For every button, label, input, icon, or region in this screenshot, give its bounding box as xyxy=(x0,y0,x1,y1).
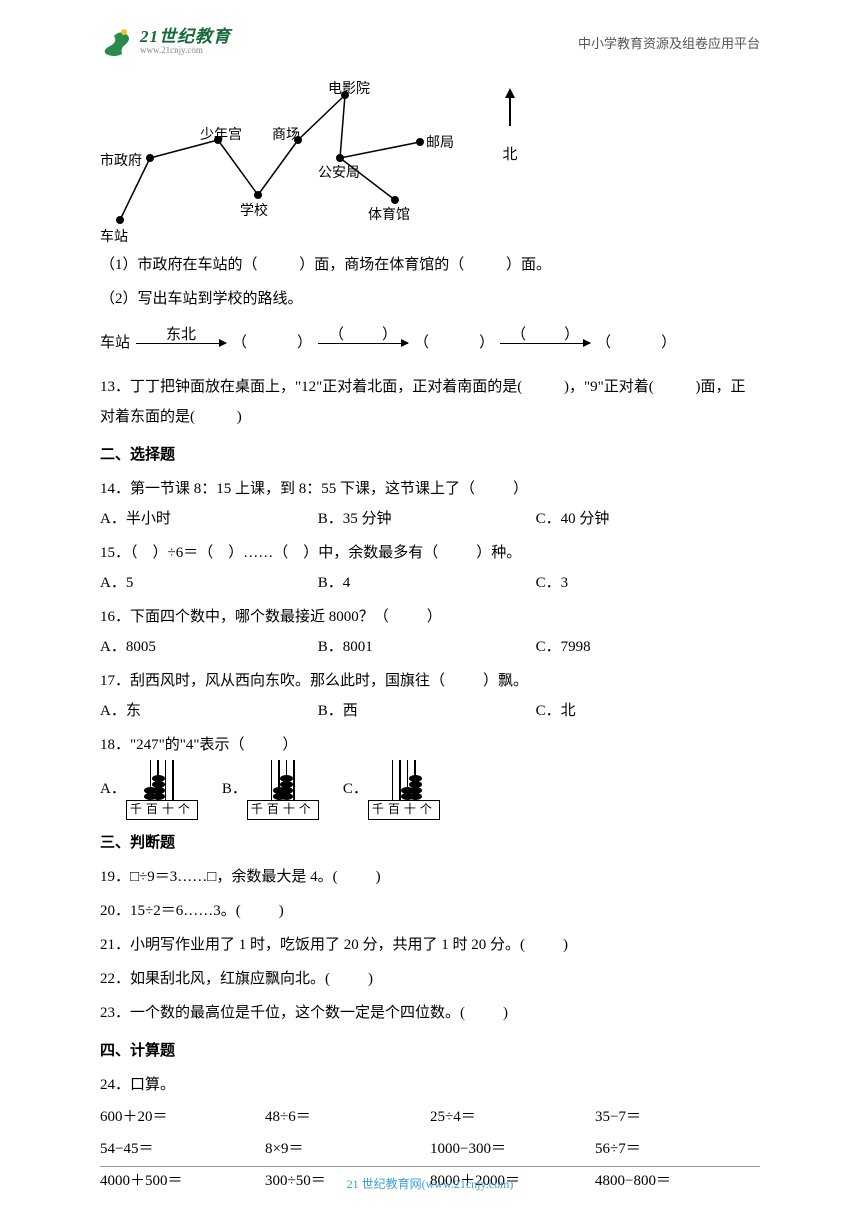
node-chezhan: 车站 xyxy=(100,224,128,252)
q12-route: 车站 东北 （） （） （） （） （） xyxy=(100,328,760,358)
q14: 14．第一节课 8：15 上课，到 8：55 下课，这节课上了（） xyxy=(100,474,760,504)
q16-options: A．8005 B．8001 C．7998 xyxy=(100,632,760,662)
calc-item: 48÷6＝ xyxy=(265,1102,430,1132)
q23: 23．一个数的最高位是千位，这个数一定是个四位数。() xyxy=(100,998,760,1028)
q18: 18．"247"的"4"表示（） xyxy=(100,730,760,760)
q12-p1a: （1）市政府在车站的（ xyxy=(100,257,258,273)
north-label: 北 xyxy=(470,140,550,170)
calc-item: 8×9＝ xyxy=(265,1134,430,1164)
q24: 24．口算。 xyxy=(100,1070,760,1100)
abacus-a: 千百十个 xyxy=(126,760,198,820)
opt-a[interactable]: A．千百十个 xyxy=(100,760,198,820)
route-blank[interactable]: （） xyxy=(596,328,676,358)
abacus-c: 千百十个 xyxy=(368,760,440,820)
q22: 22．如果刮北风，红旗应飘向北。() xyxy=(100,964,760,994)
q20: 20．15÷2＝6……3。() xyxy=(100,896,760,926)
route-blank[interactable]: （） xyxy=(232,328,312,358)
opt-b[interactable]: B．西 xyxy=(318,696,536,726)
calc-item: 600＋20＝ xyxy=(100,1102,265,1132)
page-header: 21世纪教育 www.21cnjy.com 中小学教育资源及组卷应用平台 xyxy=(0,0,860,70)
north-indicator: 北 xyxy=(470,88,550,170)
section-4-heading: 四、计算题 xyxy=(100,1036,760,1066)
logo-text-block: 21世纪教育 www.21cnjy.com xyxy=(140,28,231,57)
node-shaoniangong: 少年宫 xyxy=(200,122,242,150)
site-logo: 21世纪教育 www.21cnjy.com xyxy=(100,24,231,60)
footer-divider xyxy=(100,1166,760,1167)
opt-b[interactable]: B．千百十个 xyxy=(222,760,319,820)
q18-options: A．千百十个 B．千百十个 C．千百十个 xyxy=(100,760,760,820)
abacus-b: 千百十个 xyxy=(247,760,319,820)
opt-b[interactable]: B．4 xyxy=(318,568,536,598)
q15: 15．（ ）÷6＝（ ）……（ ）中，余数最多有（）种。 xyxy=(100,538,760,568)
opt-c[interactable]: C．40 分钟 xyxy=(536,504,754,534)
q12-p1b: ）面，商场在体育馆的（ xyxy=(299,257,464,273)
opt-b[interactable]: B．8001 xyxy=(318,632,536,662)
opt-a[interactable]: A．8005 xyxy=(100,632,318,662)
opt-b[interactable]: B．35 分钟 xyxy=(318,504,536,534)
q12-p1c: ）面。 xyxy=(506,257,551,273)
q13: 13．丁丁把钟面放在桌面上，"12"正对着北面，正对着南面的是( )，"9"正对… xyxy=(100,372,760,432)
calc-item: 56÷7＝ xyxy=(595,1134,760,1164)
north-arrow-icon xyxy=(470,88,550,140)
q17-options: A．东 B．西 C．北 xyxy=(100,696,760,726)
section-3-heading: 三、判断题 xyxy=(100,828,760,858)
q19: 19．□÷9＝3……□，余数最大是 4。() xyxy=(100,862,760,892)
route-label-blank[interactable]: （） xyxy=(511,320,579,350)
node-dianyingyuan: 电影院 xyxy=(328,76,370,104)
logo-runner-icon xyxy=(100,24,136,60)
node-shangchang: 商场 xyxy=(272,122,300,150)
opt-a[interactable]: A．5 xyxy=(100,568,318,598)
route-arrow: （） xyxy=(318,343,408,344)
q14-options: A．半小时 B．35 分钟 C．40 分钟 xyxy=(100,504,760,534)
opt-c[interactable]: C．3 xyxy=(536,568,754,598)
page-footer: 21 世纪教育网(www.21cnjy.com) xyxy=(0,1166,860,1192)
calc-item: 35−7＝ xyxy=(595,1102,760,1132)
q17: 17．刮西风时，风从西向东吹。那么此时，国旗往（）飘。 xyxy=(100,666,760,696)
route-label-blank[interactable]: （） xyxy=(329,320,397,350)
header-right-text: 中小学教育资源及组卷应用平台 xyxy=(578,33,760,52)
footer-text: 21 世纪教育网(www.21cnjy.com) xyxy=(347,1177,514,1191)
opt-a[interactable]: A．东 xyxy=(100,696,318,726)
node-gonganju: 公安局 xyxy=(318,160,360,188)
diagram-lines xyxy=(100,80,500,240)
node-shizhengfu: 市政府 xyxy=(100,148,142,176)
calc-item: 54−45＝ xyxy=(100,1134,265,1164)
node-xuexiao: 学校 xyxy=(240,198,268,226)
node-youju: 邮局 xyxy=(426,130,454,158)
section-2-heading: 二、选择题 xyxy=(100,440,760,470)
route-label-1: 东北 xyxy=(166,320,196,350)
q12-part2: （2）写出车站到学校的路线。 xyxy=(100,284,760,314)
q15-options: A．5 B．4 C．3 xyxy=(100,568,760,598)
logo-url: www.21cnjy.com xyxy=(140,46,231,56)
map-diagram: 车站 市政府 少年宫 学校 商场 电影院 公安局 邮局 体育馆 北 xyxy=(100,80,500,240)
q12-part1: （1）市政府在车站的（ ）面，商场在体育馆的（ ）面。 xyxy=(100,250,760,280)
page-content: 车站 市政府 少年宫 学校 商场 电影院 公安局 邮局 体育馆 北 （1）市政府… xyxy=(0,70,860,1216)
route-arrow: （） xyxy=(500,343,590,344)
q21: 21．小明写作业用了 1 时，吃饭用了 20 分，共用了 1 时 20 分。() xyxy=(100,930,760,960)
opt-c[interactable]: C．千百十个 xyxy=(343,760,440,820)
calc-item: 25÷4＝ xyxy=(430,1102,595,1132)
route-start: 车站 xyxy=(100,328,130,358)
calc-row-1: 600＋20＝ 48÷6＝ 25÷4＝ 35−7＝ xyxy=(100,1102,760,1132)
calc-item: 1000−300＝ xyxy=(430,1134,595,1164)
logo-title: 21世纪教育 xyxy=(140,28,231,47)
calc-row-2: 54−45＝ 8×9＝ 1000−300＝ 56÷7＝ xyxy=(100,1134,760,1164)
opt-a[interactable]: A．半小时 xyxy=(100,504,318,534)
node-tiyuguan: 体育馆 xyxy=(368,202,410,230)
q16: 16．下面四个数中，哪个数最接近 8000？（） xyxy=(100,602,760,632)
route-blank[interactable]: （） xyxy=(414,328,494,358)
opt-c[interactable]: C．7998 xyxy=(536,632,754,662)
opt-c[interactable]: C．北 xyxy=(536,696,754,726)
route-arrow: 东北 xyxy=(136,343,226,344)
